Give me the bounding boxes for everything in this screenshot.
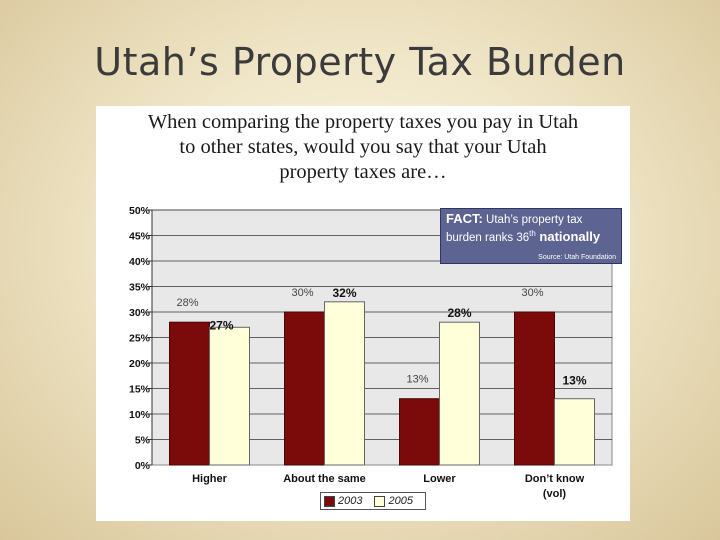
fact-text: burden ranks 36 [446, 231, 530, 244]
fact-line-1: FACT: Utah’s property tax [446, 212, 616, 227]
x-tick-label: (vol) [543, 488, 567, 500]
legend-swatch-2005 [374, 495, 386, 507]
y-tick-label: 20% [129, 358, 151, 370]
data-label: 28% [447, 306, 471, 320]
legend-item-2005: 2005 [374, 495, 413, 507]
bar-2003 [284, 311, 325, 466]
x-tick-label: About the same [283, 473, 366, 485]
bar-2003 [514, 311, 555, 466]
data-label: 13% [562, 374, 586, 388]
slide-title: Utah’s Property Tax Burden [94, 40, 626, 84]
y-tick-label: 40% [129, 256, 151, 268]
fact-callout: FACT: Utah’s property tax burden ranks 3… [440, 208, 622, 264]
question-line: to other states, would you say that your… [179, 136, 547, 158]
fact-source: Source: Utah Foundation [538, 254, 616, 261]
bar-2003 [169, 321, 210, 466]
y-tick-label: 10% [129, 409, 151, 421]
y-tick-label: 45% [129, 231, 151, 243]
y-tick-label: 25% [129, 333, 151, 345]
chart-panel: When comparing the property taxes you pa… [96, 106, 630, 521]
fact-label: FACT: [446, 211, 483, 226]
legend-label: 2005 [388, 495, 413, 507]
x-tick-label: Higher [192, 473, 228, 485]
y-tick-label: 5% [135, 435, 151, 447]
y-tick-label: 50% [129, 205, 151, 217]
data-label: 13% [406, 374, 428, 386]
data-label: 28% [176, 297, 198, 309]
question-line: When comparing the property taxes you pa… [147, 111, 579, 133]
bar-2005 [554, 398, 595, 466]
bar-2005 [209, 326, 250, 466]
chart-legend: 2003 2005 [320, 492, 426, 510]
legend-item-2003: 2003 [324, 495, 362, 507]
data-label: 30% [291, 287, 313, 299]
y-tick-label: 35% [129, 282, 151, 294]
data-label: 32% [332, 286, 356, 300]
legend-swatch-2003 [324, 495, 335, 507]
bar-2005 [439, 321, 480, 466]
bar-chart: 0% 5% 10% 15% 20% 25% 30% 35% 40% 45% 50% 28% 27% Hig… [129, 205, 613, 500]
data-label: 27% [209, 318, 233, 332]
y-tick-label: 15% [129, 384, 151, 396]
bar-2005 [324, 301, 365, 466]
fact-line-2: burden ranks 36th nationally [446, 227, 616, 245]
survey-question: When comparing the property taxes you pa… [96, 110, 630, 185]
fact-text: Utah’s property tax [486, 214, 583, 226]
bar-2003 [399, 398, 440, 466]
y-tick-label: 0% [135, 460, 151, 472]
data-label: 30% [521, 287, 543, 299]
x-tick-label: Don’t know [525, 473, 585, 485]
legend-label: 2003 [338, 495, 363, 507]
fact-emphasis: nationally [535, 228, 601, 244]
x-tick-label: Lower [423, 473, 456, 485]
question-line: property taxes are… [279, 161, 447, 183]
y-tick-label: 30% [129, 307, 151, 319]
fact-superscript: th [529, 229, 536, 238]
